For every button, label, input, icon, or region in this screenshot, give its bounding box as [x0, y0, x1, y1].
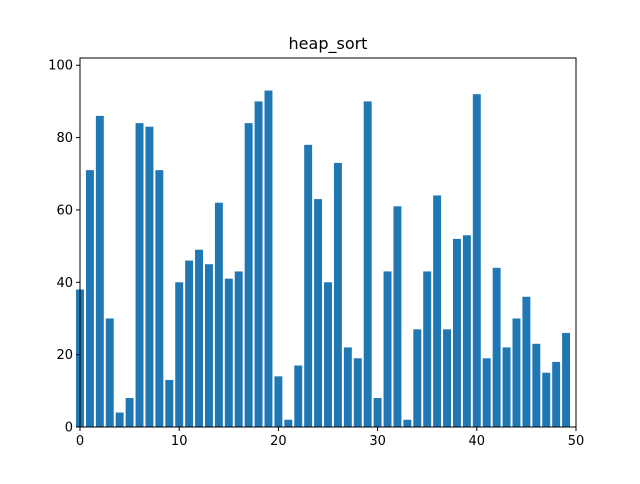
bar-37 [443, 329, 452, 427]
bar-23 [304, 144, 313, 427]
bar-16 [234, 271, 243, 427]
bar-9 [165, 379, 174, 427]
bar-31 [383, 271, 392, 427]
bar-36 [433, 195, 442, 427]
bar-43 [502, 347, 511, 427]
bar-35 [423, 271, 432, 427]
bar-12 [195, 249, 204, 427]
bar-15 [224, 278, 233, 427]
bar-14 [214, 202, 223, 427]
bar-47 [542, 372, 551, 427]
bar-45 [522, 296, 531, 427]
y-tick-label-20: 20 [56, 348, 73, 363]
bar-11 [185, 260, 194, 427]
bar-1 [85, 170, 94, 427]
bar-20 [274, 376, 283, 427]
bar-32 [393, 206, 402, 427]
y-tick-label-60: 60 [56, 203, 73, 218]
bar-48 [552, 361, 561, 427]
ticks-layer: 0 10 20 30 40 50 0 20 40 60 80 100 [48, 59, 584, 449]
bar-24 [314, 199, 323, 427]
bar-18 [254, 101, 263, 427]
bar-33 [403, 419, 412, 427]
bar-3 [105, 318, 114, 427]
bar-25 [324, 282, 332, 427]
x-tick-label-20: 20 [270, 434, 287, 449]
bars-layer [76, 90, 571, 428]
bar-4 [115, 412, 124, 427]
x-tick-label-40: 40 [469, 434, 486, 449]
x-tick-label-10: 10 [171, 434, 188, 449]
y-tick-label-0: 0 [65, 421, 73, 436]
bar-28 [353, 358, 362, 427]
bar-21 [284, 419, 293, 427]
bar-7 [145, 126, 154, 427]
x-tick-label-30: 30 [369, 434, 386, 449]
bar-2 [95, 115, 104, 427]
bar-29 [363, 101, 372, 427]
bar-42 [492, 267, 501, 427]
bar-39 [462, 235, 471, 427]
bar-10 [175, 282, 184, 427]
bar-22 [294, 365, 303, 427]
bar-19 [264, 90, 273, 427]
bar-41 [482, 358, 491, 427]
x-tick-label-0: 0 [76, 434, 84, 449]
bar-38 [452, 238, 461, 427]
bar-27 [343, 347, 352, 427]
bar-26 [333, 162, 342, 428]
y-tick-label-40: 40 [56, 276, 73, 291]
chart-title: heap_sort [289, 34, 368, 54]
bar-40 [472, 94, 481, 428]
bar-17 [244, 123, 253, 427]
plot-frame [79, 57, 577, 428]
y-tick-label-100: 100 [48, 59, 73, 74]
bar-30 [373, 398, 382, 427]
bar-44 [512, 318, 521, 427]
bar-8 [155, 170, 164, 427]
bar-6 [135, 123, 144, 427]
y-tick-label-80: 80 [56, 131, 73, 146]
bar-46 [532, 343, 541, 427]
bar-49 [562, 332, 571, 427]
bar-13 [204, 264, 213, 427]
bar-5 [125, 398, 134, 427]
x-tick-label-50: 50 [568, 434, 585, 449]
bar-34 [413, 329, 422, 427]
